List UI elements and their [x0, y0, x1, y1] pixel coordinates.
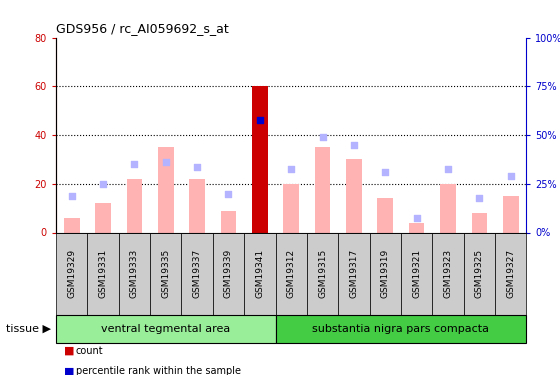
Point — [161, 159, 170, 165]
Text: substantia nigra pars compacta: substantia nigra pars compacta — [312, 324, 489, 334]
Point — [255, 117, 264, 123]
Point — [255, 117, 264, 123]
Text: ■: ■ — [64, 366, 75, 375]
Bar — [252, 86, 268, 232]
Text: GSM19312: GSM19312 — [287, 249, 296, 298]
Point — [318, 135, 327, 141]
Text: GSM19319: GSM19319 — [381, 249, 390, 298]
Point — [444, 166, 452, 172]
Bar — [158, 147, 174, 232]
Bar — [409, 223, 424, 232]
Text: GDS956 / rc_AI059692_s_at: GDS956 / rc_AI059692_s_at — [56, 22, 228, 35]
Point — [475, 195, 484, 201]
Text: GSM19317: GSM19317 — [349, 249, 358, 298]
Text: GSM19339: GSM19339 — [224, 249, 233, 298]
Text: GSM19329: GSM19329 — [67, 249, 76, 298]
Point — [130, 161, 139, 167]
Text: ventral tegmental area: ventral tegmental area — [101, 324, 230, 334]
Text: GSM19335: GSM19335 — [161, 249, 170, 298]
Text: GSM19331: GSM19331 — [99, 249, 108, 298]
Bar — [252, 86, 268, 232]
Point — [67, 193, 76, 199]
Bar — [283, 184, 299, 232]
Bar — [127, 179, 142, 232]
Point — [99, 181, 108, 187]
Bar — [440, 184, 456, 232]
Point — [381, 169, 390, 175]
Point — [506, 173, 515, 180]
Text: GSM19321: GSM19321 — [412, 249, 421, 298]
Bar — [64, 218, 80, 232]
Bar — [346, 159, 362, 232]
Point — [287, 166, 296, 172]
Text: GSM19341: GSM19341 — [255, 249, 264, 298]
Bar — [503, 196, 519, 232]
Bar — [221, 211, 236, 232]
Bar — [189, 179, 205, 232]
Bar — [377, 198, 393, 232]
Text: GSM19315: GSM19315 — [318, 249, 327, 298]
Text: GSM19325: GSM19325 — [475, 249, 484, 298]
Text: tissue ▶: tissue ▶ — [6, 324, 50, 334]
Text: GSM19333: GSM19333 — [130, 249, 139, 298]
Text: ■: ■ — [64, 346, 75, 355]
Point — [349, 142, 358, 148]
Text: percentile rank within the sample: percentile rank within the sample — [76, 366, 241, 375]
Text: GSM19337: GSM19337 — [193, 249, 202, 298]
Bar — [472, 213, 487, 232]
Bar — [95, 203, 111, 232]
Text: GSM19327: GSM19327 — [506, 249, 515, 298]
Text: GSM19323: GSM19323 — [444, 249, 452, 298]
Point — [412, 215, 421, 221]
Bar — [315, 147, 330, 232]
Point — [224, 190, 233, 196]
Text: count: count — [76, 346, 103, 355]
Point — [193, 164, 202, 170]
